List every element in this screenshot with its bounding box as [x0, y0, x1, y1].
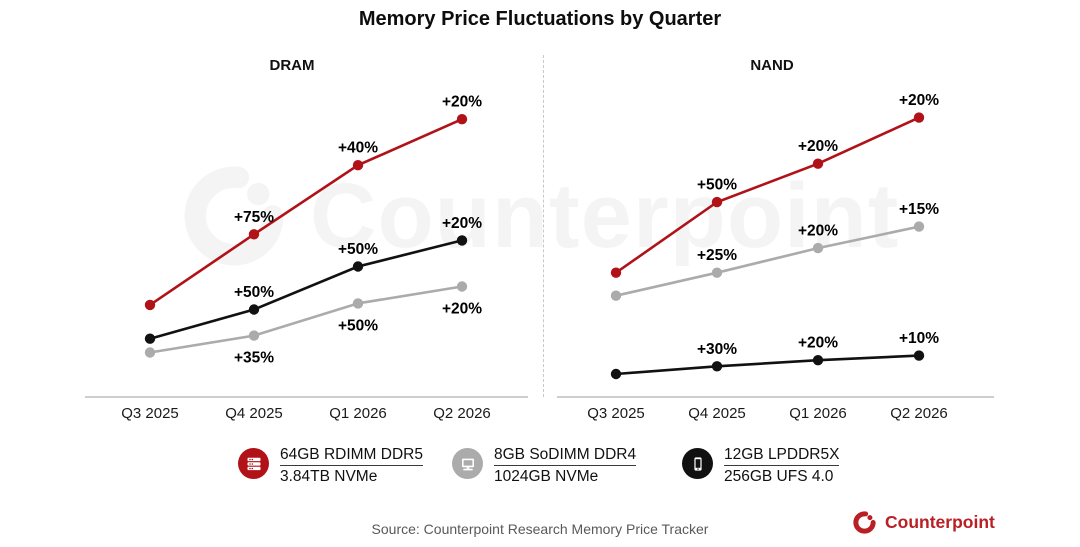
- dram-point-label: +20%: [442, 94, 482, 111]
- dram-point-label: +20%: [442, 215, 482, 232]
- nand-data-point: [711, 361, 723, 372]
- dram-point-label: +50%: [234, 284, 274, 301]
- dram-series-line: [149, 118, 463, 306]
- line-chart: Q3 2025 Q4 2025 Q1 2026 Q2 2026 +75% +40% +20%…: [85, 92, 994, 422]
- page-title: Memory Price Fluctuations by Quarter: [358, 8, 722, 30]
- nand-point-label: +20%: [899, 92, 939, 109]
- dram-data-point: [248, 229, 260, 240]
- legend-label-dram-black: 12GB LPDDR5X: [724, 446, 840, 466]
- dram-point-label: +40%: [338, 140, 378, 157]
- dram-point-label: +50%: [338, 241, 378, 258]
- dram-x-tick-label: Q2 2026: [433, 405, 491, 422]
- counterpoint-logo-icon: [853, 511, 876, 534]
- dram-x-tick-label: Q3 2025: [121, 405, 179, 422]
- nand-series-line: [615, 225, 920, 297]
- source-note: Source: Counterpoint Research Memory Pri…: [371, 521, 709, 537]
- nand-x-tick-label: Q1 2026: [789, 405, 847, 422]
- dram-series-line: [149, 285, 463, 354]
- dram-data-point: [248, 330, 260, 341]
- nand-data-point: [610, 368, 622, 380]
- nand-data-point: [812, 355, 824, 366]
- dram-data-point: [248, 304, 260, 315]
- dram-data-point: [456, 281, 468, 292]
- nand-x-tick-label: Q2 2026: [890, 405, 948, 422]
- nand-data-point: [812, 242, 824, 254]
- counterpoint-logo-text: Counterpoint: [885, 512, 995, 532]
- panel-title-dram: DRAM: [269, 57, 315, 74]
- counterpoint-logo: Counterpoint: [852, 510, 995, 535]
- dram-x-tick-label: Q1 2026: [329, 405, 387, 422]
- dram-data-point: [352, 298, 364, 309]
- nand-point-label: +50%: [697, 177, 737, 194]
- dram-data-point: [352, 160, 364, 171]
- nand-series-line: [615, 116, 920, 274]
- dram-data-point: [456, 235, 468, 246]
- dram-x-tick-label: Q4 2025: [225, 405, 283, 422]
- legend-item-lpddr: 12GB LPDDR5X 256GB UFS 4.0: [682, 446, 840, 486]
- nand-point-label: +25%: [697, 247, 737, 264]
- panel-title-nand: NAND: [750, 57, 794, 74]
- legend-label-nand-black: 256GB UFS 4.0: [724, 468, 834, 485]
- legend-item-sodimm: 8GB SoDIMM DDR4 1024GB NVMe: [452, 446, 637, 486]
- dram-series-line: [149, 239, 463, 340]
- laptop-icon: [452, 448, 483, 479]
- nand-data-point: [913, 221, 925, 232]
- nand-point-label: +10%: [899, 330, 939, 347]
- dram-data-point: [144, 299, 156, 311]
- nand-data-point: [812, 158, 824, 169]
- dram-data-point: [144, 347, 156, 358]
- nand-point-label: +30%: [697, 341, 737, 358]
- dram-point-label: +20%: [442, 301, 482, 318]
- dram-data-point: [144, 333, 156, 344]
- nand-data-point: [610, 290, 622, 301]
- legend-item-rdimm: 64GB RDIMM DDR5 3.84TB NVMe: [238, 446, 423, 486]
- nand-data-point: [711, 196, 723, 208]
- legend-label-nand-red: 3.84TB NVMe: [280, 468, 378, 485]
- dram-point-label: +75%: [234, 209, 274, 226]
- dram-point-label: +35%: [234, 350, 274, 367]
- dram-data-point: [352, 261, 364, 272]
- nand-series-line: [615, 354, 920, 376]
- nand-point-label: +20%: [798, 138, 838, 155]
- dram-data-point: [456, 114, 468, 125]
- nand-x-tick-label: Q3 2025: [587, 405, 645, 422]
- nand-data-point: [610, 267, 622, 278]
- nand-data-point: [711, 267, 723, 278]
- panel-divider: [543, 55, 544, 397]
- legend-label-nand-gray: 1024GB NVMe: [494, 468, 599, 485]
- nand-point-label: +15%: [899, 201, 939, 218]
- server-icon: [238, 448, 269, 479]
- nand-data-point: [913, 350, 925, 361]
- legend-label-dram-red: 64GB RDIMM DDR5: [280, 446, 423, 466]
- nand-point-label: +20%: [798, 223, 838, 240]
- phone-icon: [682, 448, 713, 479]
- nand-x-tick-label: Q4 2025: [688, 405, 746, 422]
- legend-label-dram-gray: 8GB SoDIMM DDR4: [494, 446, 637, 466]
- dram-point-label: +50%: [338, 317, 378, 334]
- nand-point-label: +20%: [798, 335, 838, 352]
- nand-data-point: [913, 112, 925, 123]
